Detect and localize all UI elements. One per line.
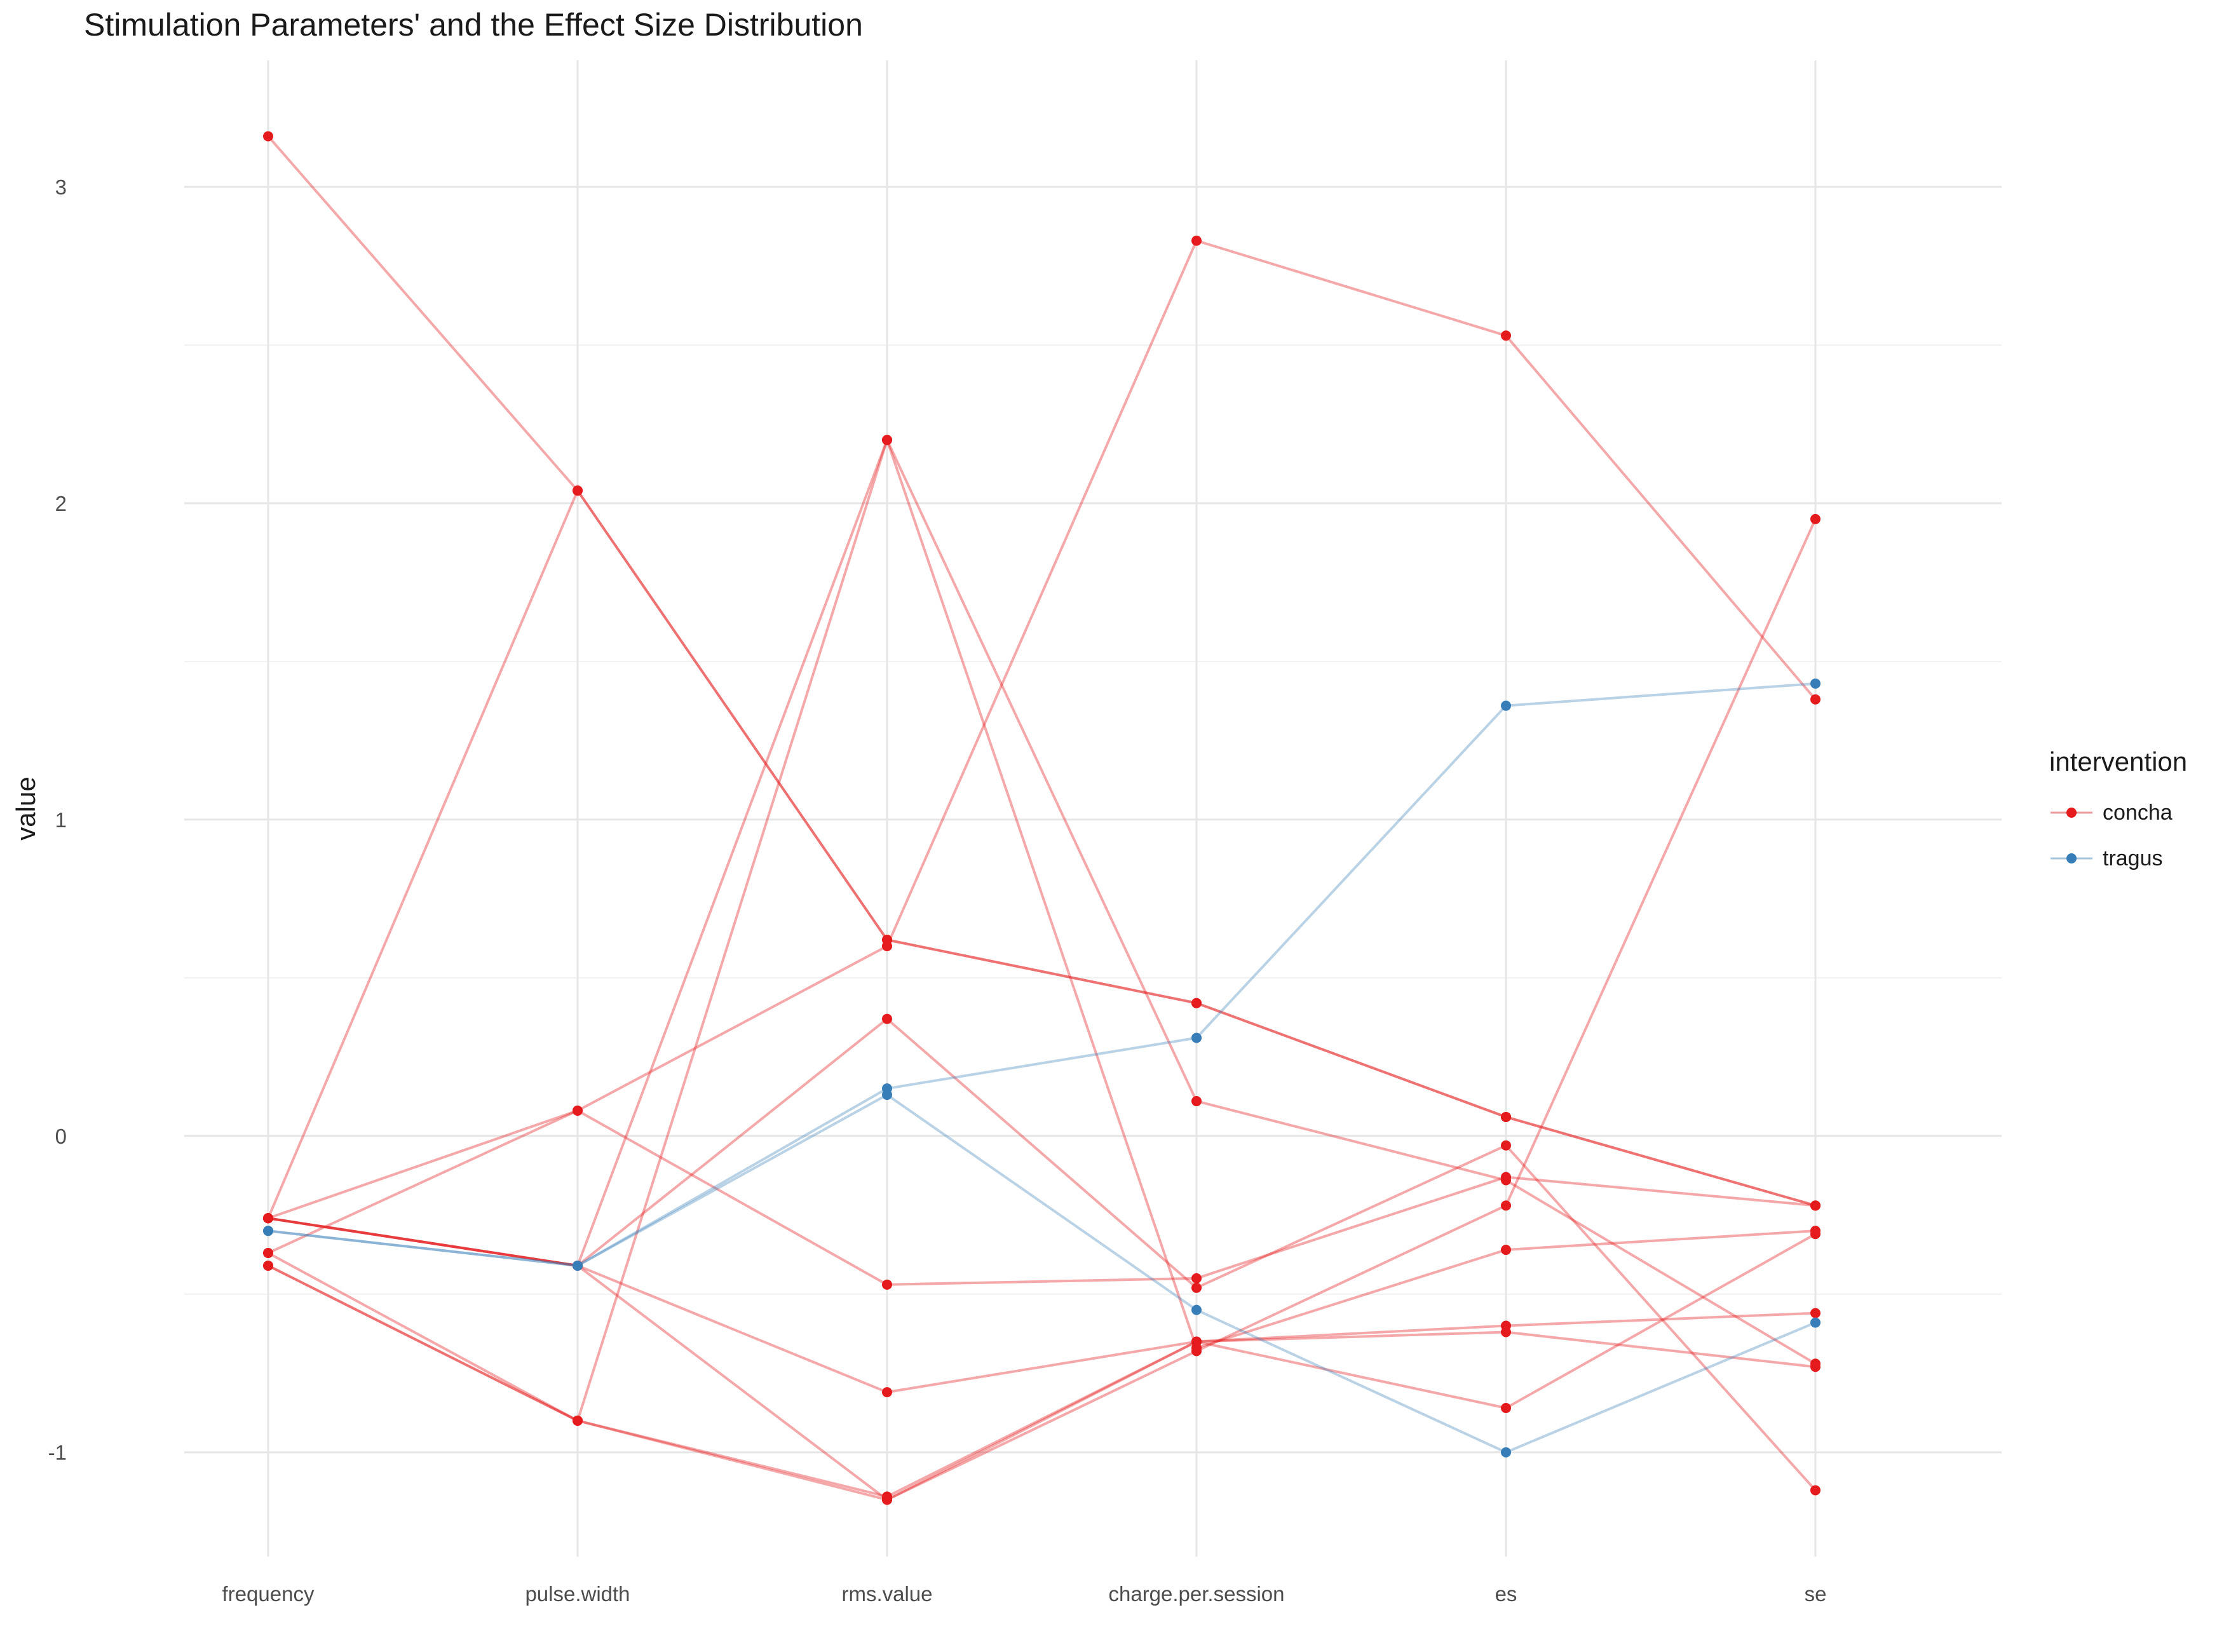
data-point-tragus: [573, 1260, 583, 1271]
data-point-concha: [1501, 1327, 1511, 1337]
x-tick-label: se: [1805, 1582, 1827, 1606]
x-tick-label: frequency: [222, 1582, 315, 1606]
data-point-concha: [1810, 1485, 1821, 1496]
data-point-concha: [1501, 1200, 1511, 1211]
chart-title: Stimulation Parameters' and the Effect S…: [84, 7, 863, 43]
data-point-concha: [1501, 1245, 1511, 1256]
data-point-concha: [1191, 998, 1202, 1008]
y-tick-label: 1: [55, 808, 67, 832]
series-line-concha: [268, 436, 1816, 1350]
data-point-tragus: [1810, 678, 1821, 689]
legend-key-concha: [2051, 808, 2092, 818]
y-tick-label: 0: [55, 1125, 67, 1148]
legend-label-tragus: tragus: [2103, 846, 2163, 870]
data-point-concha: [1501, 1140, 1511, 1151]
series-line-tragus: [268, 1093, 1816, 1454]
data-point-concha: [882, 1387, 892, 1398]
data-point-concha: [882, 1013, 892, 1024]
x-tick-label: rms.value: [841, 1582, 932, 1606]
data-point-concha: [1810, 1362, 1821, 1372]
data-point-concha: [573, 1415, 583, 1426]
data-point-concha: [1191, 235, 1202, 246]
data-point-concha: [1191, 1336, 1202, 1347]
legend-item-tragus: tragus: [2049, 836, 2187, 881]
data-point-tragus: [263, 1226, 273, 1236]
data-point-tragus: [1501, 700, 1511, 711]
data-point-concha: [1810, 1308, 1821, 1318]
x-tick-label: es: [1495, 1582, 1517, 1606]
data-point-concha: [1810, 1200, 1821, 1211]
legend-item-concha: concha: [2049, 790, 2187, 836]
data-point-concha: [263, 1213, 273, 1224]
data-point-concha: [1810, 513, 1821, 524]
data-point-tragus: [1501, 1447, 1511, 1458]
data-point-concha: [263, 131, 273, 142]
data-point-concha: [1191, 1096, 1202, 1107]
data-point-concha: [882, 435, 892, 445]
series-line-concha: [268, 1017, 1817, 1491]
data-point-concha: [882, 1279, 892, 1290]
y-tick-label: 2: [55, 492, 67, 515]
series-line-concha: [268, 1252, 1816, 1498]
legend-label-concha: concha: [2103, 800, 2173, 825]
data-point-concha: [263, 1248, 273, 1259]
data-point-concha: [573, 1105, 583, 1116]
series-line-concha: [267, 135, 1816, 1207]
data-point-concha: [882, 1494, 892, 1505]
data-point-concha: [1810, 1229, 1821, 1240]
y-axis-label: value: [11, 776, 41, 840]
data-point-tragus: [1191, 1032, 1202, 1043]
series-line-concha: [268, 1109, 1816, 1286]
legend: intervention concha tragus: [2049, 747, 2187, 881]
series-line-concha: [267, 487, 1816, 1219]
series-points: [263, 131, 1821, 1505]
data-point-tragus: [1191, 1304, 1202, 1315]
x-tick-label: charge.per.session: [1108, 1582, 1284, 1606]
data-point-concha: [1501, 1175, 1511, 1186]
series-lines: [267, 135, 1817, 1501]
axes: -1 0 1 2 3 frequency pulse.width rms.value charg…: [11, 175, 1826, 1606]
y-tick-label: -1: [48, 1441, 67, 1465]
data-point-concha: [1501, 330, 1511, 341]
data-point-tragus: [1810, 1317, 1821, 1328]
data-point-concha: [1501, 1111, 1511, 1122]
series-line-concha: [268, 436, 1817, 1423]
legend-key-tragus: [2051, 853, 2092, 863]
y-tick-label: 3: [55, 175, 67, 199]
series-line-concha: [268, 1233, 1816, 1501]
data-point-concha: [1810, 694, 1821, 705]
legend-title: intervention: [2049, 747, 2188, 776]
data-point-concha: [1191, 1282, 1202, 1293]
series-line-concha: [268, 239, 1817, 1254]
data-point-concha: [263, 1260, 273, 1271]
series-line-concha: [268, 518, 1817, 1501]
x-tick-label: pulse.width: [525, 1582, 630, 1606]
data-point-concha: [573, 485, 583, 496]
data-point-tragus: [882, 1090, 892, 1100]
series-line-concha: [268, 1217, 1816, 1394]
data-point-concha: [882, 941, 892, 952]
series-line-tragus: [268, 682, 1816, 1268]
data-point-concha: [1501, 1402, 1511, 1413]
grid: [184, 60, 2002, 1557]
data-point-concha: [1191, 1273, 1202, 1283]
